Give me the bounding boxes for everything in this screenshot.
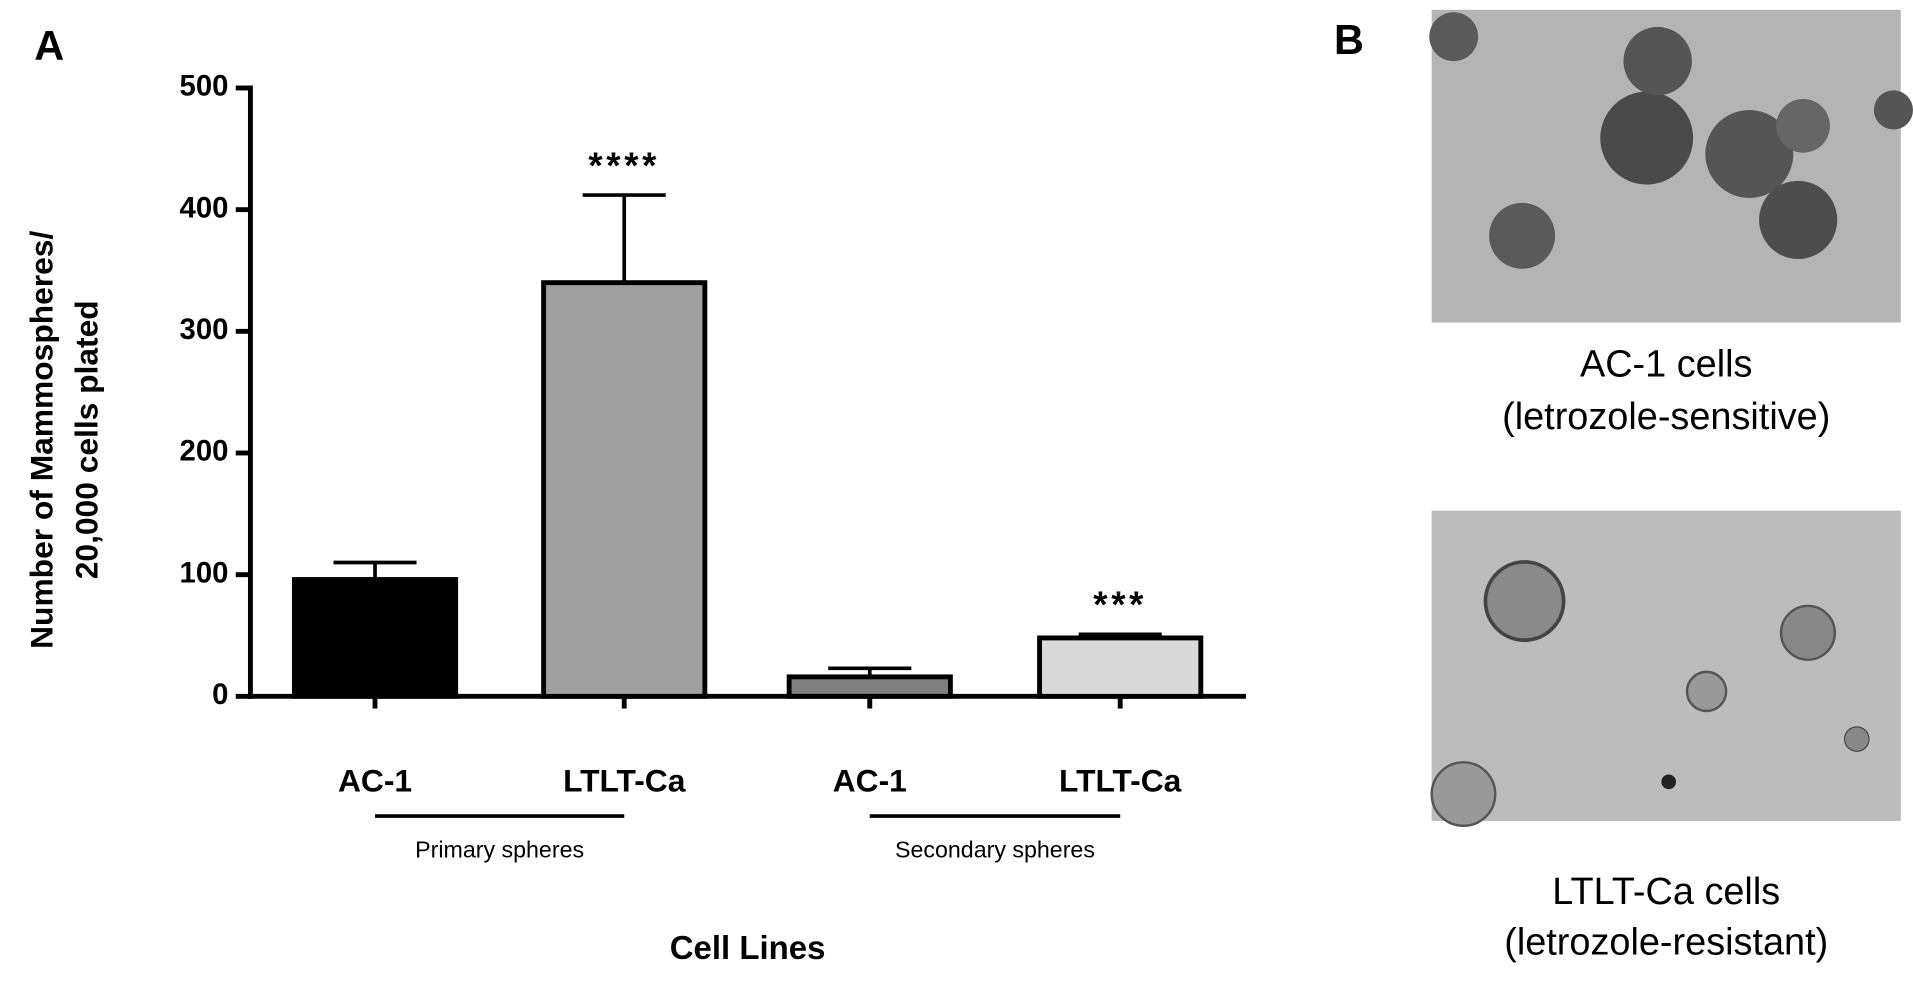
group-label: Primary spheres [415,837,584,863]
image-caption: (letrozole-resistant) [1504,921,1828,963]
x-tick-label: AC-1 [833,762,907,798]
y-tick-label: 200 [180,435,229,468]
image-caption: AC-1 cells [1580,344,1753,386]
y-tick-label: 500 [180,70,229,103]
micrograph [1430,510,1901,828]
significance-label: *** [1093,584,1147,625]
y-tick-label: 300 [180,313,229,346]
image-caption: (letrozole-sensitive) [1502,396,1830,438]
y-tick-label: 100 [180,556,229,589]
x-axis-label: Cell Lines [670,929,826,966]
image-caption: LTLT-Ca cells [1552,871,1780,913]
bar [1037,635,1204,699]
x-tick-label: LTLT-Ca [563,762,686,798]
y-tick-label: 400 [180,191,229,224]
panel-label: A [34,22,64,69]
x-tick-label: AC-1 [338,762,412,798]
y-tick-label: 0 [212,678,228,711]
significance-label: **** [588,145,660,186]
bar [541,280,708,699]
x-tick-label: LTLT-Ca [1059,762,1182,798]
bar [291,577,459,699]
micrograph [1429,9,1913,323]
y-axis-label: 20,000 cells plated [69,300,105,579]
group-label: Secondary spheres [895,837,1095,863]
bar [786,674,953,699]
y-axis-label: Number of Mammospheres/ [23,231,59,649]
panel-label: B [1334,16,1364,63]
